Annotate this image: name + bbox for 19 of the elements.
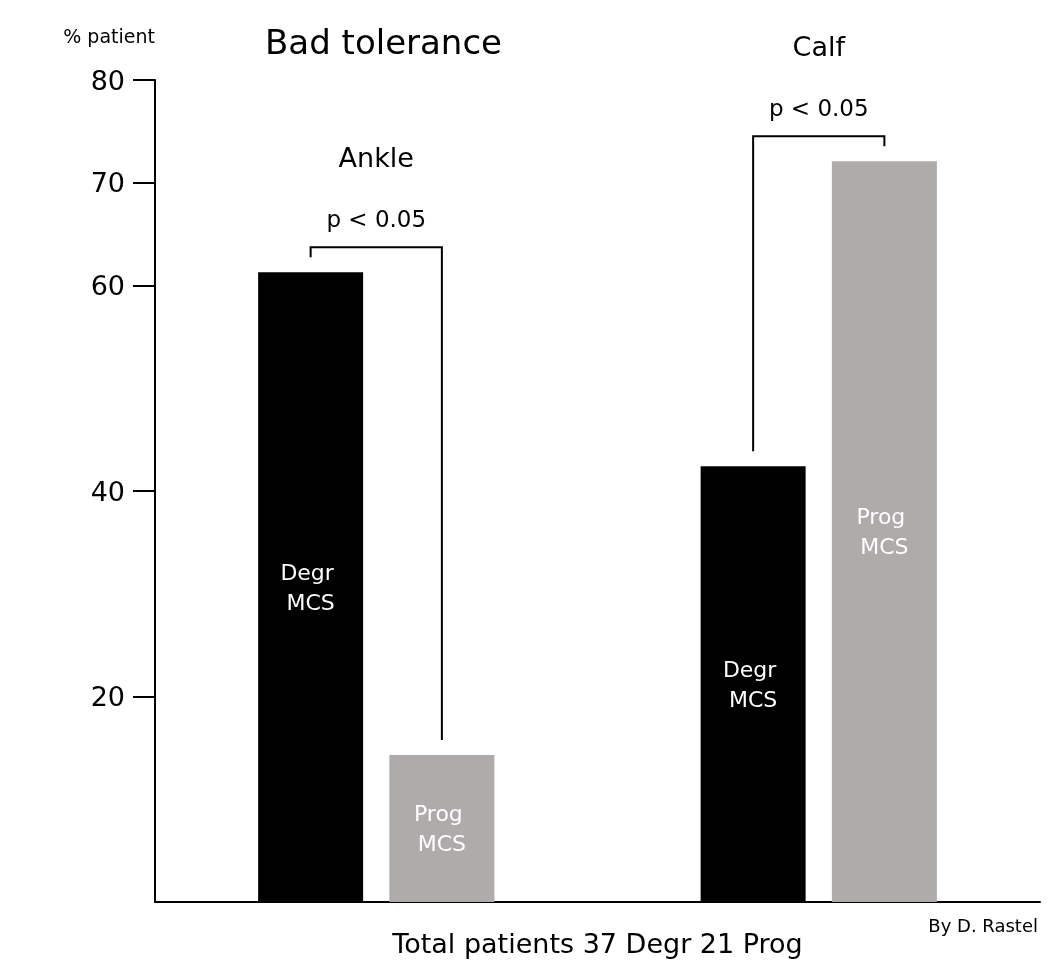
series-label: Prog MCS [413, 801, 470, 857]
y-tick-label: 40 [90, 475, 125, 507]
text: Prog MCS [856, 504, 909, 560]
y-axis-title: % patient [63, 24, 155, 47]
bar [389, 755, 495, 902]
y-tick-label: 70 [90, 167, 125, 199]
annotation: p < 0.05 [326, 206, 427, 233]
text: By D. Rastel [928, 914, 1039, 936]
chart-title: Bad tolerance [265, 22, 503, 62]
y-tick-label: 80 [90, 64, 125, 96]
y-tick-label: 20 [90, 681, 125, 712]
bar [831, 161, 937, 902]
x-tick-label: Calf [792, 30, 847, 62]
x-tick-label: Ankle [338, 141, 414, 173]
x-axis-title: Total patients 37 Degr 21 Prog [391, 928, 803, 959]
y-tick-label: 60 [90, 270, 125, 301]
text: Degr MCS [722, 656, 778, 712]
annotation: p < 0.05 [768, 95, 869, 122]
series-label: Degr MCS [280, 559, 341, 615]
